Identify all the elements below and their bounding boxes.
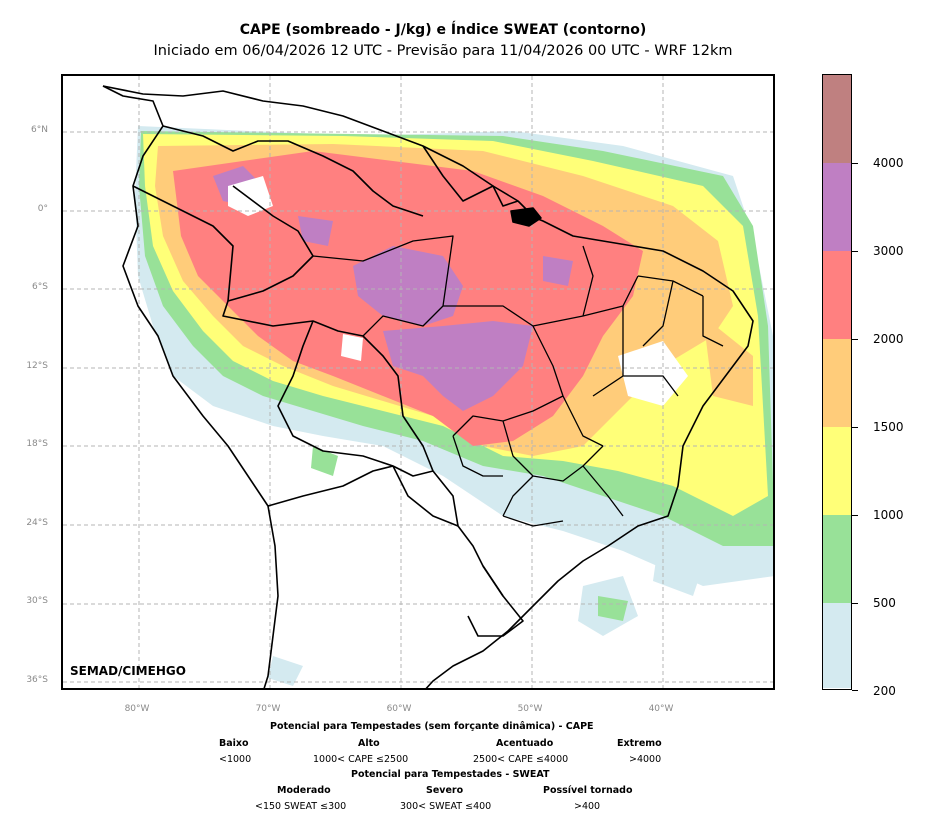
colombia-border	[162, 125, 424, 217]
cape-field-3000	[213, 166, 573, 411]
lat-label-24S: 24°S	[26, 518, 48, 528]
colorbar-segment-2000	[823, 251, 851, 339]
sweat-category-range: >400	[574, 801, 601, 812]
colorbar-label-500: 500	[873, 596, 896, 610]
brazil-west-border	[222, 185, 504, 597]
colorbar-label-4000: 4000	[873, 156, 904, 170]
lon-label-80W: 80°W	[124, 704, 150, 714]
argentina-border	[267, 465, 394, 507]
cape-category-range: 2500< CAPE ≤4000	[473, 754, 569, 765]
colorbar-tick	[852, 603, 858, 604]
map-panel: SEMAD/CIMEHGO	[61, 74, 775, 690]
colorbar-tick	[852, 515, 858, 516]
cape-category-name: Baixo	[219, 738, 249, 749]
cape-category-range: >4000	[629, 754, 662, 765]
bolivia-border	[277, 320, 434, 477]
colorbar-label-1000: 1000	[873, 508, 904, 522]
colorbar-label-200: 200	[873, 684, 896, 698]
lat-label-36S: 36°S	[26, 675, 48, 685]
cape-category-name: Extremo	[617, 738, 662, 749]
lat-label-30S: 30°S	[26, 596, 48, 606]
sweat-category-range: 300< SWEAT ≤400	[400, 801, 492, 812]
colorbar-label-2000: 2000	[873, 332, 904, 346]
colorbar-tick	[852, 339, 858, 340]
chart-subtitle: Iniciado em 06/04/2026 12 UTC - Previsão…	[153, 43, 733, 59]
sweat-category-name: Possível tornado	[543, 785, 633, 796]
credit-label: SEMAD/CIMEHGO	[70, 664, 186, 678]
pacific-coastline	[102, 85, 279, 688]
colorbar-segment-1500	[823, 339, 851, 427]
marajo-island	[510, 207, 542, 227]
cape-category-name: Acentuado	[496, 738, 554, 749]
cape-category-name: Alto	[358, 738, 380, 749]
sweat-category-name: Severo	[426, 785, 464, 796]
colorbar-label-3000: 3000	[873, 244, 904, 258]
atlantic-coastline	[425, 210, 754, 688]
sweat-category-range: <150 SWEAT ≤300	[255, 801, 347, 812]
lat-label-12S: 12°S	[26, 361, 48, 371]
colorbar-segment-200	[823, 603, 851, 688]
colorbar-tick	[852, 251, 858, 252]
chart-title: CAPE (sombreado - J/kg) e Índice SWEAT (…	[239, 22, 647, 38]
colorbar-tick	[852, 690, 858, 691]
peru-border	[132, 185, 234, 302]
country-borders	[102, 85, 754, 688]
lat-label-6N: 6°N	[31, 125, 48, 135]
lat-label-6S: 6°S	[32, 282, 48, 292]
cape-clear-areas	[228, 176, 688, 406]
lon-label-40W: 40°W	[648, 704, 674, 714]
lon-label-50W: 50°W	[517, 704, 543, 714]
guianas-border	[422, 145, 519, 207]
map-canvas	[63, 76, 773, 688]
colorbar	[822, 74, 852, 690]
sweat-legend-title: Potencial para Tempestades - SWEAT	[351, 769, 550, 780]
colorbar-segment-3000	[823, 163, 851, 251]
cape-category-range: 1000< CAPE ≤2500	[313, 754, 409, 765]
colorbar-tick	[852, 163, 858, 164]
uruguay-border	[467, 565, 524, 637]
colorbar-tick	[852, 427, 858, 428]
cape-category-range: <1000	[219, 754, 252, 765]
colorbar-segment-1000	[823, 427, 851, 515]
lat-label-18S: 18°S	[26, 439, 48, 449]
lon-label-70W: 70°W	[255, 704, 281, 714]
lon-label-60W: 60°W	[386, 704, 412, 714]
sweat-category-name: Moderado	[277, 785, 331, 796]
cape-legend-title: Potencial para Tempestades (sem forçante…	[270, 721, 594, 732]
colorbar-segment-4000	[823, 75, 851, 163]
lat-label-0: 0°	[37, 204, 48, 214]
paraguay-border	[392, 465, 459, 527]
state-borders	[312, 235, 724, 527]
colorbar-segment-500	[823, 515, 851, 603]
colorbar-label-1500: 1500	[873, 420, 904, 434]
